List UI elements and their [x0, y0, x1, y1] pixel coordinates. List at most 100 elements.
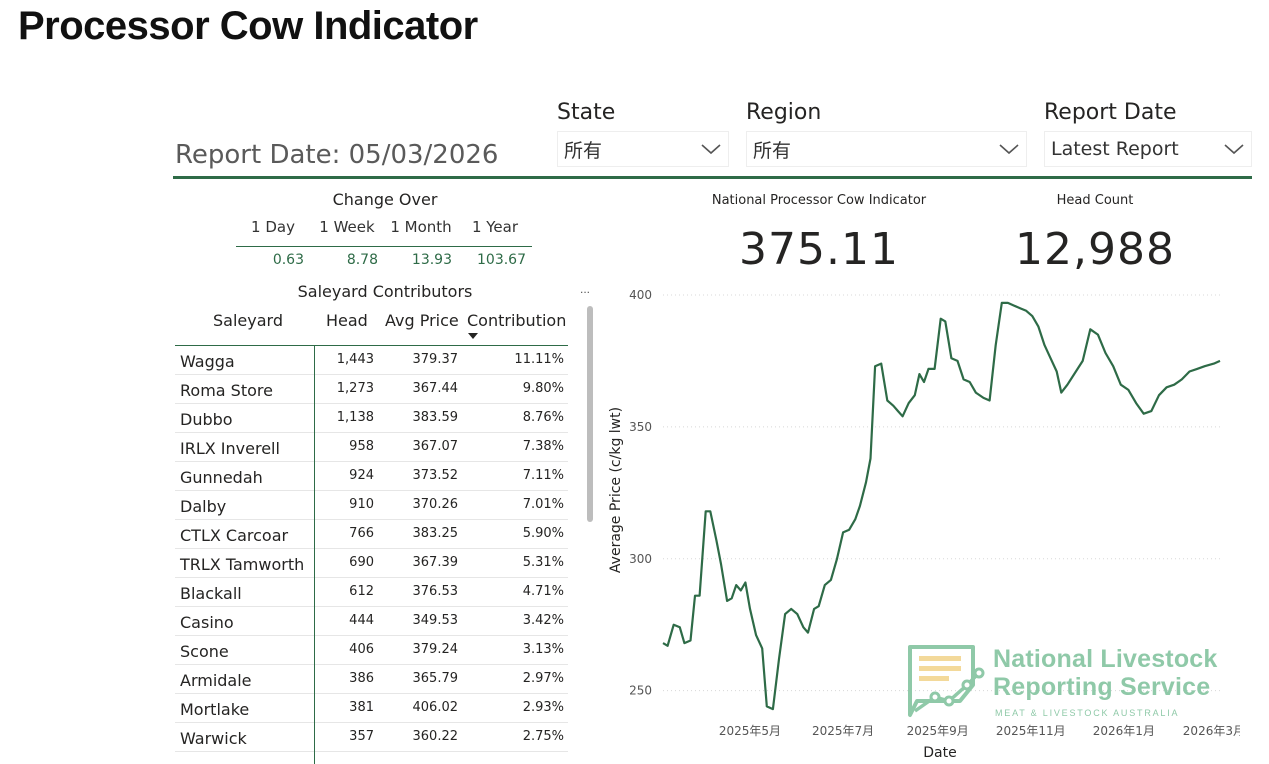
region-slicer-label: Region	[746, 100, 822, 125]
cell-head: 357	[349, 729, 374, 744]
change-over-header: 1 Day	[251, 218, 295, 236]
cell-head: 1,443	[336, 352, 374, 367]
state-slicer: State 所有	[557, 100, 729, 167]
cell-saleyard: IRLX Inverell	[180, 439, 280, 458]
y-tick-label: 300	[629, 552, 652, 566]
region-dropdown[interactable]: 所有	[746, 131, 1027, 167]
cell-head: 1,138	[336, 410, 374, 425]
column-header-head[interactable]: Head	[326, 311, 368, 330]
state-dropdown-value: 所有	[564, 139, 603, 162]
cell-avg-price: 379.24	[412, 642, 459, 657]
head-count-kpi-title: Head Count	[1056, 193, 1134, 208]
cell-contribution: 7.01%	[522, 497, 564, 512]
x-tick-label: 2026年3月	[1183, 724, 1240, 738]
header-divider	[173, 176, 1252, 179]
cell-contribution: 8.76%	[522, 410, 564, 425]
cell-head: 924	[349, 468, 374, 483]
table-row[interactable]: Dubbo 1,138 383.59 8.76%	[175, 404, 568, 433]
change-over-header: 1 Month	[390, 218, 452, 236]
y-tick-label: 400	[629, 288, 652, 302]
chevron-down-icon	[701, 144, 721, 155]
cell-avg-price: 379.37	[412, 352, 459, 367]
chart-y-ticks: 250 300 350 400	[629, 288, 652, 698]
column-header-saleyard[interactable]: Saleyard	[213, 311, 283, 330]
cell-saleyard: Dubbo	[180, 410, 233, 429]
x-tick-label: 2025年7月	[812, 724, 874, 738]
change-over-value: 0.63	[272, 252, 304, 268]
cell-saleyard: Scone	[180, 642, 229, 661]
table-row[interactable]: Scone 406 379.24 3.13%	[175, 636, 568, 665]
x-axis-title: Date	[923, 745, 956, 761]
table-header-divider	[175, 345, 568, 346]
cell-head: 766	[349, 526, 374, 541]
cell-head: 406	[349, 642, 374, 657]
y-axis-title: Average Price (c/kg lwt)	[608, 407, 624, 573]
more-options-icon[interactable]: ...	[580, 282, 591, 296]
cell-avg-price: 367.44	[412, 381, 459, 396]
y-tick-label: 250	[629, 684, 652, 698]
cell-contribution: 2.97%	[522, 671, 564, 686]
cell-saleyard: TRLX Tamworth	[180, 555, 305, 574]
cell-contribution: 5.90%	[522, 526, 564, 541]
change-over-value: 103.67	[477, 252, 526, 268]
state-dropdown[interactable]: 所有	[557, 131, 729, 167]
cell-contribution: 3.42%	[522, 613, 564, 628]
table-row[interactable]: Wagga 1,443 379.37 11.11%	[175, 346, 568, 375]
page-title: Processor Cow Indicator	[18, 4, 478, 48]
cell-avg-price: 383.59	[412, 410, 459, 425]
change-over-value: 13.93	[411, 252, 452, 268]
column-header-contribution[interactable]: Contribution	[467, 311, 567, 330]
indicator-kpi-title: National Processor Cow Indicator	[711, 193, 927, 208]
column-header-avg-price[interactable]: Avg Price	[385, 311, 459, 330]
table-column-divider	[314, 346, 315, 764]
table-row[interactable]: Mortlake 381 406.02 2.93%	[175, 694, 568, 723]
table-row[interactable]: CTLX Carcoar 766 383.25 5.90%	[175, 520, 568, 549]
report-date-dropdown[interactable]: Latest Report	[1044, 131, 1252, 167]
table-row[interactable]: Roma Store 1,273 367.44 9.80%	[175, 375, 568, 404]
indicator-kpi-value: 375.11	[739, 224, 899, 275]
table-row[interactable]: Blackall 612 376.53 4.71%	[175, 578, 568, 607]
cell-head: 612	[349, 584, 374, 599]
cell-avg-price: 376.53	[412, 584, 459, 599]
cell-saleyard: Wagga	[180, 352, 235, 371]
cell-avg-price: 367.07	[412, 439, 459, 454]
cell-contribution: 7.38%	[522, 439, 564, 454]
saleyard-table-title: Saleyard Contributors	[297, 282, 473, 301]
cell-contribution: 9.80%	[522, 381, 564, 396]
price-line-chart: 250 300 350 400 2025年5月 2025年7月 2025年9月 2025年1…	[608, 288, 1240, 761]
cell-saleyard: Mortlake	[180, 700, 250, 719]
cell-contribution: 11.11%	[514, 352, 564, 367]
cell-saleyard: Armidale	[180, 671, 252, 690]
cell-avg-price: 370.26	[412, 497, 459, 512]
cell-avg-price: 406.02	[412, 700, 459, 715]
table-row[interactable]: Gunnedah 924 373.52 7.11%	[175, 462, 568, 491]
change-over-header: 1 Week	[319, 218, 375, 236]
cell-avg-price: 383.25	[412, 526, 459, 541]
chart-x-ticks: 2025年5月 2025年7月 2025年9月 2025年11月 2026年1月 2026…	[719, 724, 1240, 738]
change-over-header: 1 Year	[471, 218, 519, 236]
x-tick-label: 2025年11月	[996, 724, 1066, 738]
table-row[interactable]: Dalby 910 370.26 7.01%	[175, 491, 568, 520]
cell-saleyard: Roma Store	[180, 381, 273, 400]
report-date-banner: Report Date: 05/03/2026	[175, 140, 499, 170]
state-slicer-label: State	[557, 100, 616, 125]
cell-saleyard: Blackall	[180, 584, 242, 603]
table-row[interactable]: Casino 444 349.53 3.42%	[175, 607, 568, 636]
report-date-slicer-label: Report Date	[1044, 100, 1177, 125]
sort-descending-icon	[468, 333, 478, 339]
cell-avg-price: 349.53	[412, 613, 459, 628]
table-row[interactable]: TRLX Tamworth 690 367.39 5.31%	[175, 549, 568, 578]
y-tick-label: 350	[629, 420, 652, 434]
cell-contribution: 2.75%	[522, 729, 564, 744]
table-row[interactable]: Warwick 357 360.22 2.75%	[175, 723, 568, 752]
x-tick-label: 2025年9月	[907, 724, 969, 738]
table-row[interactable]: Armidale 386 365.79 2.97%	[175, 665, 568, 694]
x-tick-label: 2026年1月	[1093, 724, 1155, 738]
chevron-down-icon	[1224, 144, 1244, 155]
table-scrollbar[interactable]	[587, 306, 593, 522]
table-row[interactable]: IRLX Inverell 958 367.07 7.38%	[175, 433, 568, 462]
cell-head: 386	[349, 671, 374, 686]
cell-contribution: 2.93%	[522, 700, 564, 715]
cell-saleyard: Gunnedah	[180, 468, 263, 487]
nlrs-logo: National Livestock Reporting Service MEA…	[905, 645, 1255, 721]
